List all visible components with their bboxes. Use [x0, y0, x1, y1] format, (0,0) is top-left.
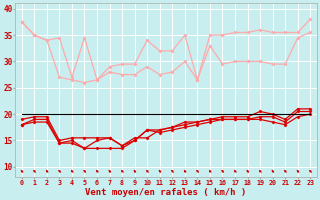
X-axis label: Vent moyen/en rafales ( km/h ): Vent moyen/en rafales ( km/h ): [85, 188, 247, 197]
